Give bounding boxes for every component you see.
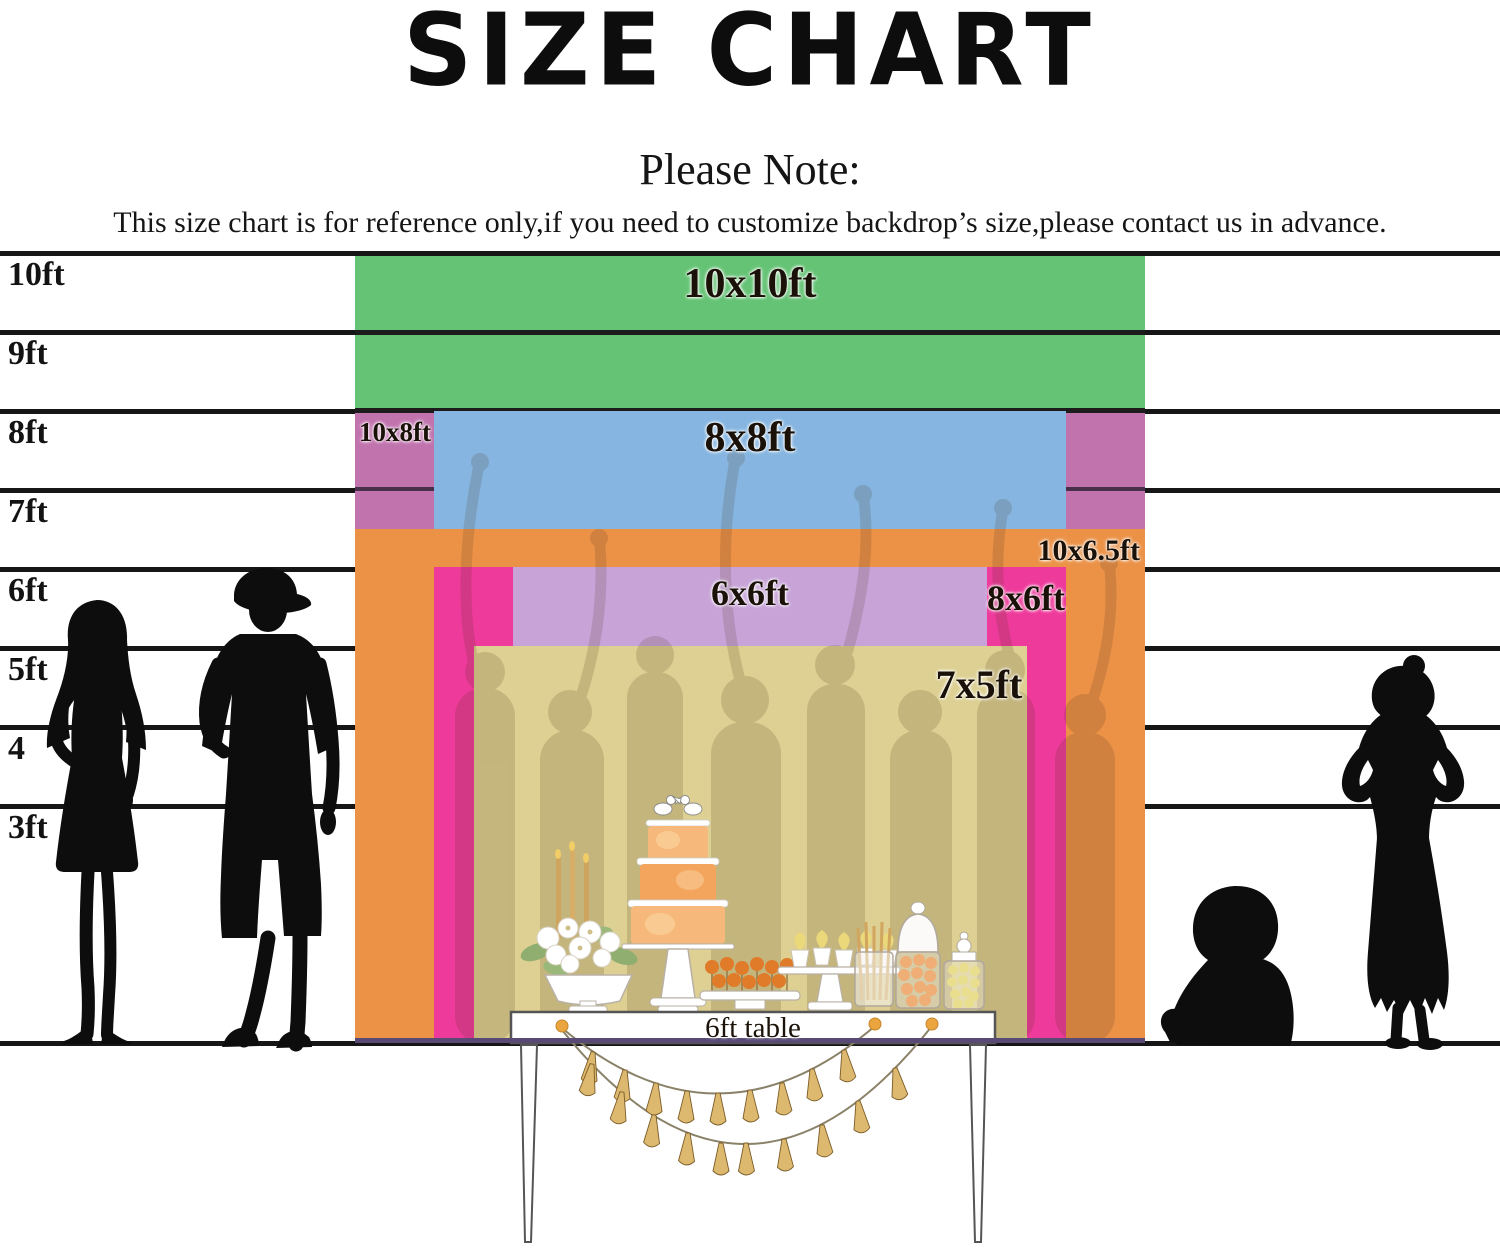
ft-label-9: 9ft [8,335,48,372]
ft-label-6: 6ft [8,572,48,609]
label-6x6ft: 6x6ft [711,573,789,613]
label-8x6ft: 8x6ft [987,578,1065,618]
silhouette-woman-right [1341,655,1465,1050]
label-8x8ft: 8x8ft [704,415,796,461]
ft-label-4: 4 [8,730,25,767]
label-6ft-table: 6ft table [705,1012,801,1044]
ft-line-9-over-green [355,330,1145,335]
table [509,1010,997,1243]
note-body: This size chart is for reference only,if… [113,206,1387,239]
table-leg-right [968,1044,988,1243]
ft-label-5: 5ft [8,651,48,688]
ft-label-8: 8ft [8,414,48,451]
ft-line-8-over-green [355,408,1145,413]
label-10x6-5ft: 10x6.5ft [1037,534,1140,567]
ft-label-7: 7ft [8,493,48,530]
ft-label-3: 3ft [8,809,48,846]
ft-line-7-over-orchid-right [1065,487,1145,491]
ft-line-10 [0,251,1500,256]
ft-label-10: 10ft [8,256,65,293]
silhouette-baby-right [1160,885,1294,1046]
fedora-hat [234,568,312,614]
backdrop-bottom-edge [355,1038,1145,1043]
label-10x10ft: 10x10ft [683,261,817,307]
note-heading: Please Note: [639,145,861,194]
label-10x8ft: 10x8ft [359,417,431,447]
table-leg-left [519,1044,539,1243]
silhouette-woman-left [46,600,146,1044]
ft-line-7-over-orchid-left [355,487,435,491]
label-7x5ft: 7x5ft [935,662,1023,707]
page-title: SIZE CHART [403,0,1097,109]
